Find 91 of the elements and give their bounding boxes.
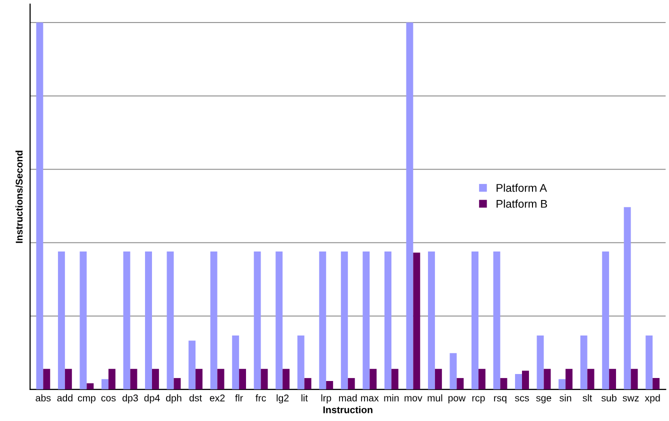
bar (101, 379, 108, 390)
bar (450, 353, 457, 390)
bar (472, 251, 478, 390)
x-tick-label: flr (235, 394, 243, 402)
x-tick-label: max (361, 396, 379, 402)
x-tick-label: dp3 (122, 394, 138, 404)
bar (630, 368, 638, 390)
bar (340, 251, 348, 390)
bar (80, 251, 87, 390)
x-tick-label: lrp (321, 394, 332, 404)
legend-label: Platform A (496, 184, 547, 192)
bar (624, 207, 631, 390)
bar (652, 378, 660, 390)
x-tick-label: dp4 (144, 394, 160, 404)
bar (319, 251, 326, 390)
x-tick-label: mad (339, 394, 357, 402)
bar (370, 368, 377, 390)
bar (493, 251, 500, 390)
bar (36, 22, 44, 390)
bar (602, 251, 610, 390)
bar (108, 368, 116, 390)
x-tick-label: xpd (644, 394, 660, 404)
bar (362, 251, 370, 390)
bar (456, 378, 464, 390)
bar (276, 251, 283, 390)
x-tick-label: rcp (472, 396, 485, 404)
bar (260, 368, 268, 390)
x-tick-label: pow (448, 396, 466, 404)
bar (86, 383, 94, 390)
bar (587, 368, 594, 390)
x-tick-label: min (384, 394, 399, 402)
x-tick-label: cos (101, 396, 116, 402)
bar (254, 251, 261, 390)
x-tick-label: ex2 (210, 394, 225, 402)
bar (646, 335, 653, 390)
bar (478, 368, 486, 390)
bar (304, 378, 312, 390)
bar (326, 380, 334, 390)
bar (64, 368, 72, 390)
x-tick-label: rsq (494, 396, 506, 404)
bar (413, 252, 420, 390)
bar (282, 368, 290, 390)
bar (210, 251, 218, 390)
x-tick-label: abs (36, 394, 51, 402)
bar (166, 251, 174, 390)
bar (406, 22, 414, 390)
x-tick-label: swz (622, 396, 639, 402)
x-tick-label: lg2 (276, 394, 289, 404)
bar (391, 368, 398, 390)
bar (566, 368, 572, 390)
bar (196, 368, 202, 390)
x-tick-label: sge (536, 396, 552, 404)
x-tick-label: frc (256, 394, 266, 402)
bar (239, 368, 246, 390)
x-tick-label: lit (301, 394, 308, 402)
x-tick-label: slt (582, 394, 592, 402)
bar (609, 368, 616, 390)
bar (500, 378, 508, 390)
bar (558, 379, 566, 390)
bar (232, 335, 240, 390)
bar (434, 368, 442, 390)
bar (515, 374, 522, 390)
bar (174, 378, 181, 390)
x-tick-label: sin (560, 394, 572, 402)
bar (428, 251, 435, 390)
bar (297, 335, 304, 390)
x-tick-label: mul (428, 394, 442, 402)
bar (123, 251, 130, 390)
x-tick-label: dst (189, 394, 202, 402)
bar (130, 368, 138, 390)
bar (580, 335, 588, 390)
bar (544, 368, 551, 390)
legend-label: Platform B (496, 200, 548, 208)
x-tick-label: add (57, 394, 72, 402)
x-tick-label: dph (166, 394, 182, 404)
bar (188, 340, 196, 390)
x-tick-label: mov (404, 396, 422, 402)
bar (152, 368, 159, 390)
x-tick-label: scs (514, 396, 529, 402)
bar (145, 251, 152, 390)
bar (536, 335, 544, 390)
bar (43, 368, 50, 390)
x-tick-label: sub (602, 394, 616, 402)
x-tick-label: cmp (78, 396, 96, 404)
bar (522, 370, 529, 390)
bar (217, 368, 224, 390)
bar (58, 251, 65, 390)
y-axis-title: Instructions/Second (15, 150, 23, 243)
bar (384, 251, 392, 390)
bar (348, 378, 355, 390)
x-axis-title: Instruction (323, 406, 372, 414)
